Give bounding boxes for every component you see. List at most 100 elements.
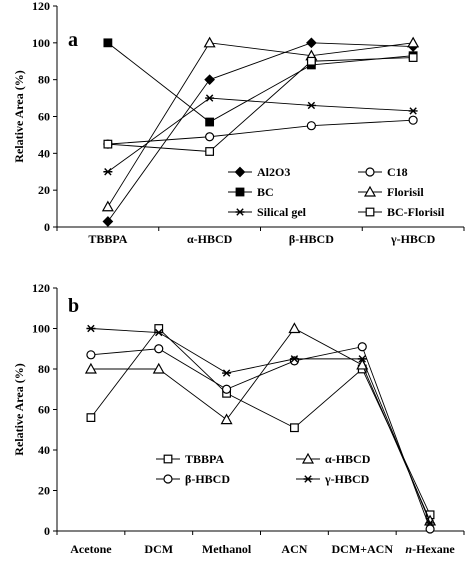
panel-label: b (68, 295, 79, 317)
legend-item-florisil: Florisil (358, 185, 424, 199)
legend-item-hbcd-marker-shape (301, 452, 315, 464)
legend-item-hbcd: α-HBCD (296, 452, 371, 466)
series-tbbpa-point-0-shape (86, 413, 96, 422)
legend-item-bc-florisil-marker (365, 207, 375, 217)
series-bc-florisil-point-0-shape (103, 139, 113, 149)
legend-item-c18: C18 (358, 165, 408, 179)
series-hbcd-point-2 (222, 369, 232, 377)
series-silical-gel-point-3-shape (408, 107, 418, 115)
series-silical-gel-point-2-shape (306, 101, 316, 110)
panel-b: 0 20 40 60 80 100 120 Acetone DCM Methanol ACN DCM+… (12, 281, 465, 556)
y-tick-label-120: 120 (32, 0, 50, 13)
legend-item-al2o3-label: Al2O3 (257, 165, 290, 179)
y-tick-label-20: 20 (38, 183, 50, 197)
series-silical-gel-point-2 (306, 101, 316, 110)
series-hbcd (86, 324, 435, 527)
series-tbbpa-point-0 (86, 413, 96, 422)
series-silical-gel-point-3 (408, 107, 418, 115)
series-hbcd-point-0 (86, 324, 96, 333)
series-hbcd-point-4 (357, 355, 367, 363)
legend-item-bc-florisil-label: BC-Florisil (387, 205, 445, 219)
legend-item-silical-gel: Silical gel (228, 205, 307, 219)
series-hbcd (84, 322, 437, 526)
series-c18 (103, 115, 418, 149)
series-florisil-point-0-shape (101, 200, 114, 212)
legend-item-hbcd-marker (303, 475, 313, 483)
series-c18-point-1-shape (205, 132, 215, 142)
series-bc-point-1 (205, 117, 215, 127)
x-tick-label-n-hexane: n-Hexane (405, 542, 455, 556)
y-tick-label-120: 120 (32, 281, 50, 295)
series-bc-florisil-point-2 (306, 56, 316, 66)
legend-item-bc-florisil: BC-Florisil (358, 205, 445, 219)
series-al2o3-point-2 (306, 37, 317, 49)
x-tick-label-hbcd: β-HBCD (289, 232, 334, 246)
series-c18-point-2 (306, 121, 316, 131)
legend-item-florisil-label: Florisil (387, 185, 424, 199)
series-florisil-point-3 (407, 36, 420, 48)
series-silical-gel-point-0 (103, 168, 113, 176)
legend-item-al2o3-marker-shape (234, 166, 246, 178)
series-tbbpa-point-1 (154, 324, 164, 333)
y-tick-label-80: 80 (38, 73, 50, 87)
series-al2o3-point-0 (102, 216, 114, 227)
series-hbcd (86, 342, 435, 534)
series-hbcd-point-0-shape (84, 362, 97, 374)
x-tick-label-tbbpa: TBBPA (88, 232, 127, 246)
series-hbcd-point-5-shape (425, 524, 435, 534)
series-hbcd-point-3 (289, 355, 299, 363)
series-bc-florisil-point-3-shape (408, 53, 418, 62)
series-hbcd-point-1-shape (154, 328, 164, 337)
x-tick-label-methanol: Methanol (202, 542, 252, 556)
series-hbcd-point-2-shape (221, 384, 232, 394)
series-silical-gel-point-1 (205, 94, 215, 102)
series-hbcd-point-2-shape (222, 369, 232, 377)
y-axis-title: Relative Area (%) (12, 363, 26, 455)
series-hbcd-line (90, 327, 431, 522)
series-hbcd-point-3-shape (288, 322, 301, 334)
series-florisil-point-1 (203, 36, 216, 48)
series-hbcd-line (90, 328, 431, 524)
legend-item-silical-gel-label: Silical gel (257, 205, 307, 219)
legend-item-florisil-marker (363, 185, 377, 197)
legend-item-hbcd: β-HBCD (156, 472, 230, 486)
series-florisil-point-1-shape (203, 36, 216, 48)
series-bc-point-0 (103, 38, 113, 48)
legend-item-bc-label: BC (257, 185, 274, 199)
series-c18-point-2-shape (306, 121, 316, 131)
x-tick-label-hbcd: γ-HBCD (390, 232, 436, 246)
panel-a: 0 20 40 60 80 100 120 TBBPA α-HBCD β-HBCD γ-HBCD Re… (12, 0, 465, 246)
series-hbcd-point-4 (357, 342, 367, 352)
series-hbcd-point-1 (154, 328, 164, 337)
y-tick-label-60: 60 (38, 403, 50, 417)
y-tick-label-40: 40 (38, 443, 50, 457)
series-c18-point-3 (408, 115, 418, 125)
series-hbcd-line (90, 346, 431, 530)
panel-label: a (68, 29, 78, 51)
legend-item-bc-marker-shape (235, 187, 245, 197)
series-bc-line (107, 42, 414, 123)
series-bc-point-0-shape (103, 38, 113, 48)
y-tick-label-40: 40 (38, 146, 50, 160)
legend-item-hbcd-marker-shape (163, 474, 173, 484)
series-bc-florisil-point-2-shape (306, 56, 316, 66)
legend-item-al2o3: Al2O3 (228, 165, 290, 179)
series-bc-florisil (103, 53, 418, 156)
series-silical-gel-point-0-shape (103, 168, 113, 176)
series-al2o3-point-0-shape (102, 216, 114, 227)
legend-item-silical-gel-marker-shape (235, 208, 245, 216)
y-tick-label-0: 0 (44, 524, 50, 538)
legend-item-tbbpa: TBBPA (156, 452, 224, 466)
x-tick-label-dcm: DCM (144, 542, 173, 556)
legend-item-tbbpa-marker (163, 454, 173, 464)
y-tick-label-80: 80 (38, 362, 50, 376)
legend-item-c18-label: C18 (387, 165, 408, 179)
series-tbbpa-line (90, 327, 431, 515)
series-hbcd-point-1 (154, 344, 164, 354)
series-hbcd-point-1 (152, 362, 165, 374)
series-bc-florisil-point-1-shape (205, 147, 215, 156)
series-al2o3-line (107, 42, 414, 222)
series-al2o3-point-1-shape (204, 74, 215, 86)
legend: Al2O3 C18 BC Florisil Silical gel BC-Florisil (228, 165, 445, 219)
